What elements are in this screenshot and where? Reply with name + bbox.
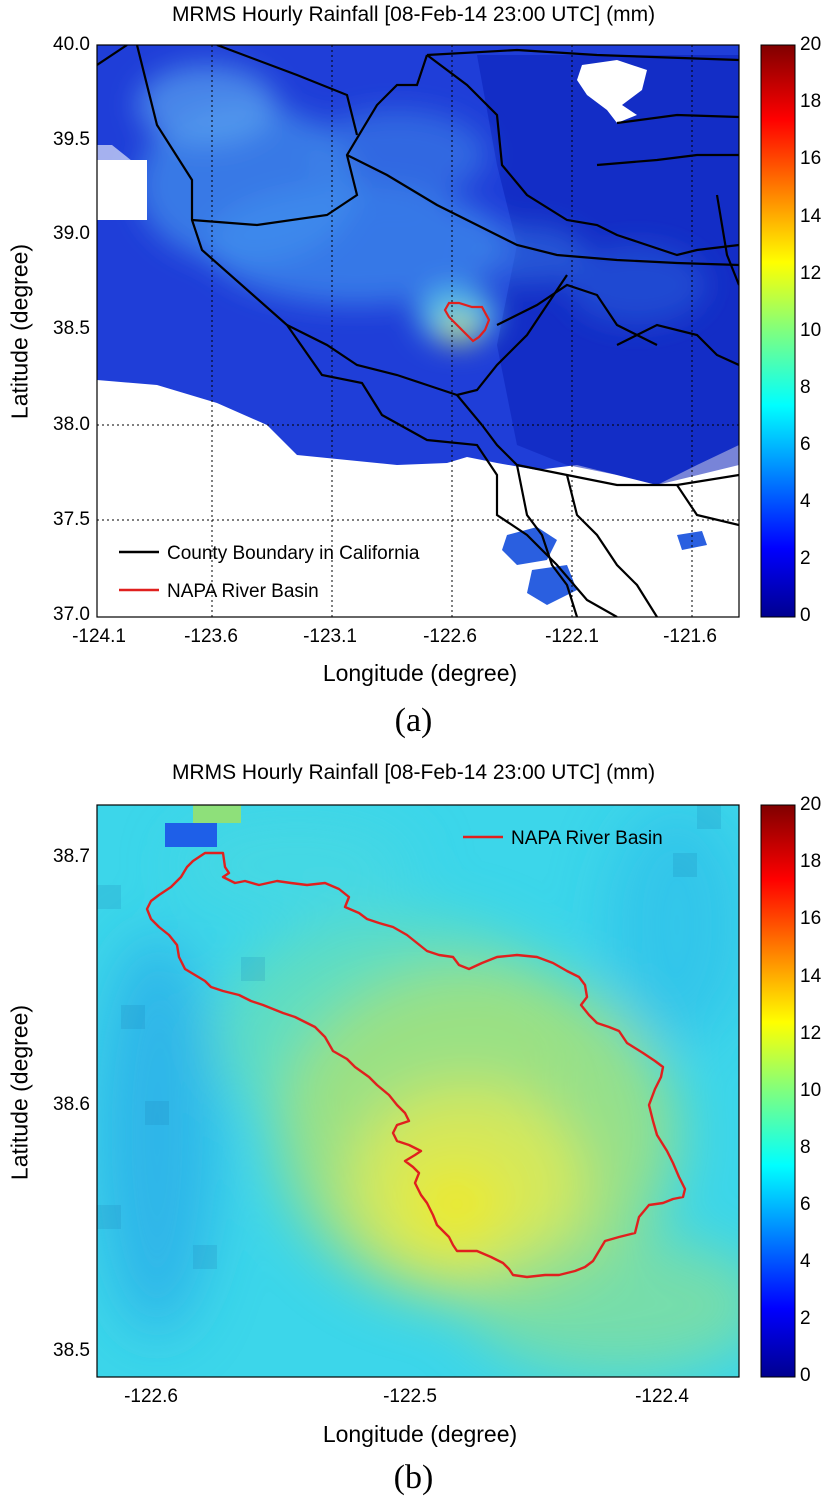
panel-a-xlabel: Longitude (degree) xyxy=(322,660,518,686)
panel-b-label: (b) xyxy=(393,1459,434,1496)
colorbar-tick: 16 xyxy=(800,148,822,169)
panel-a-map: County Boundary in California NAPA River… xyxy=(96,44,740,618)
colorbar-tick: 14 xyxy=(800,966,822,987)
colorbar-tick: 18 xyxy=(800,91,822,112)
ytick: 39.0 xyxy=(53,223,90,244)
panel-b-title: MRMS Hourly Rainfall [08-Feb-14 23:00 UT… xyxy=(171,761,656,784)
panel-b-xlabel: Longitude (degree) xyxy=(322,1421,518,1447)
xtick: -123.6 xyxy=(184,626,238,647)
xtick: -123.1 xyxy=(303,626,357,647)
colorbar-tick: 20 xyxy=(800,794,822,815)
panel-a-colorbar xyxy=(760,44,796,618)
xtick: -124.1 xyxy=(72,626,126,647)
panel-a: MRMS Hourly Rainfall [08-Feb-14 23:00 UT… xyxy=(0,0,827,750)
xtick: -122.4 xyxy=(635,1386,689,1407)
ytick: 38.5 xyxy=(53,1340,90,1361)
xtick: -122.5 xyxy=(383,1386,437,1407)
colorbar-tick: 0 xyxy=(800,1365,811,1386)
panel-a-label: (a) xyxy=(394,702,433,739)
colorbar-tick: 4 xyxy=(800,491,811,512)
colorbar-tick: 14 xyxy=(800,206,822,227)
colorbar-tick: 2 xyxy=(800,548,811,569)
colorbar-tick: 12 xyxy=(800,1023,822,1044)
xtick: -122.6 xyxy=(423,626,477,647)
legend-basin-label: NAPA River Basin xyxy=(167,581,319,602)
panel-a-ylabel: Latitude (degree) xyxy=(6,243,33,420)
colorbar-tick: 20 xyxy=(800,34,822,55)
napa-basin-outline xyxy=(145,851,687,1279)
colorbar-tick: 6 xyxy=(800,1194,811,1215)
xtick: -122.1 xyxy=(545,626,599,647)
county-boundaries xyxy=(97,45,739,617)
napa-basin-outline xyxy=(443,301,491,343)
legend: County Boundary in California NAPA River… xyxy=(119,543,420,602)
colorbar-tick: 18 xyxy=(800,851,822,872)
legend-county-label: County Boundary in California xyxy=(167,543,420,564)
colorbar-tick: 10 xyxy=(800,320,822,341)
colorbar-tick: 0 xyxy=(800,605,811,626)
legend-basin-label: NAPA River Basin xyxy=(511,828,663,849)
ytick: 38.7 xyxy=(53,846,90,867)
ytick: 39.5 xyxy=(53,129,90,150)
panel-b-map: NAPA River Basin xyxy=(96,804,740,1378)
panel-a-title: MRMS Hourly Rainfall [08-Feb-14 23:00 UT… xyxy=(171,3,656,26)
colorbar-tick: 8 xyxy=(800,377,811,398)
panel-b: MRMS Hourly Rainfall [08-Feb-14 23:00 UT… xyxy=(0,755,827,1506)
ytick: 37.5 xyxy=(53,509,90,530)
colorbar-tick: 8 xyxy=(800,1137,811,1158)
ytick: 38.0 xyxy=(53,414,90,435)
xtick: -122.6 xyxy=(124,1386,178,1407)
colorbar-tick: 2 xyxy=(800,1308,811,1329)
colorbar-tick: 16 xyxy=(800,908,822,929)
colorbar-tick: 10 xyxy=(800,1080,822,1101)
colorbar-tick: 6 xyxy=(800,434,811,455)
panel-b-colorbar xyxy=(760,804,796,1378)
ytick: 38.5 xyxy=(53,318,90,339)
colorbar-tick: 4 xyxy=(800,1251,811,1272)
colorbar-tick: 12 xyxy=(800,263,822,284)
ytick: 38.6 xyxy=(53,1094,90,1115)
legend: NAPA River Basin xyxy=(463,828,663,849)
panel-b-ylabel: Latitude (degree) xyxy=(6,1004,33,1181)
xtick: -121.6 xyxy=(663,626,717,647)
ytick: 37.0 xyxy=(53,604,90,625)
ytick: 40.0 xyxy=(53,34,90,55)
